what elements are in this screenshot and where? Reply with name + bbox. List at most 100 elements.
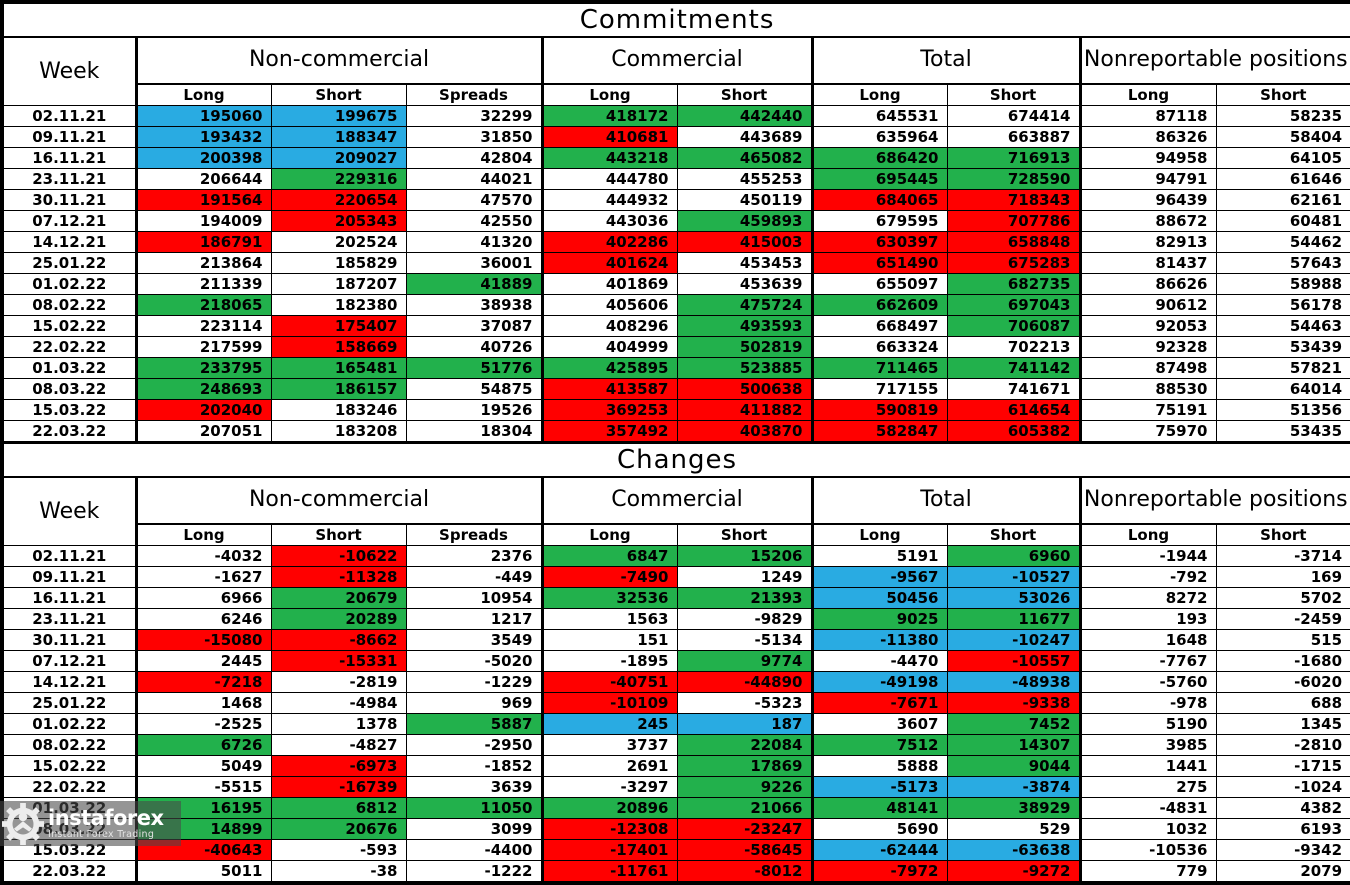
value-cell: 245 (540, 713, 678, 735)
table-row: 14.12.21 -7218 -2819 -1229 -40751 -44890 -4919… (1, 671, 1350, 693)
value-cell: 207051 (134, 420, 272, 443)
watermark-text: instaforex Instant Forex Trading (48, 807, 164, 840)
value-cell: 213864 (134, 252, 272, 274)
value-cell: 32536 (540, 587, 678, 609)
value-cell: 443036 (540, 210, 678, 232)
value-cell: -1715 (1215, 755, 1350, 777)
value-cell: 57643 (1215, 252, 1350, 274)
value-cell: 404999 (540, 336, 678, 358)
value-cell: 662609 (810, 294, 948, 316)
value-cell: 1563 (540, 608, 678, 630)
value-cell: 410681 (540, 126, 678, 148)
value-cell: 706087 (946, 315, 1081, 337)
value-cell: 20896 (540, 797, 678, 819)
value-cell: -9342 (1215, 839, 1350, 861)
section-title: Commitments (1, 0, 1350, 38)
value-cell: 38929 (946, 797, 1081, 819)
week-cell: 30.11.21 (1, 629, 137, 651)
value-cell: 186157 (270, 378, 407, 400)
value-cell: 6193 (1215, 818, 1350, 840)
value-cell: 275 (1078, 776, 1217, 798)
value-cell: 64105 (1215, 147, 1350, 169)
value-cell: 202040 (134, 399, 272, 421)
value-cell: 684065 (810, 189, 948, 211)
value-cell: 20289 (270, 608, 407, 630)
value-cell: 741142 (946, 357, 1081, 379)
value-cell: 582847 (810, 420, 948, 443)
value-cell: 3985 (1078, 734, 1217, 756)
value-cell: -2525 (134, 713, 272, 735)
value-cell: 248693 (134, 378, 272, 400)
column-header: Long (1078, 523, 1217, 546)
table-row: 16.11.21 6966 20679 10954 32536 21393 50456 530… (1, 587, 1350, 609)
group-header-row: Week Non-commercial Commercial Total Nonrepo… (1, 476, 1350, 546)
value-cell: -10536 (1078, 839, 1217, 861)
table-row: 15.03.22 -40643 -593 -4400 -17401 -58645 -6244… (1, 839, 1350, 861)
value-cell: 51356 (1215, 399, 1350, 421)
value-cell: 779 (1078, 860, 1217, 884)
value-cell: 56178 (1215, 294, 1350, 316)
value-cell: -10622 (270, 545, 407, 567)
value-cell: -8662 (270, 629, 407, 651)
week-column-header: Week (1, 476, 137, 546)
value-cell: 54462 (1215, 231, 1350, 253)
value-cell: 183208 (270, 420, 407, 443)
value-cell: 14307 (946, 734, 1081, 756)
week-cell: 23.11.21 (1, 608, 137, 630)
week-cell: 14.12.21 (1, 671, 137, 693)
value-cell: 465082 (676, 147, 813, 169)
value-cell: 194009 (134, 210, 272, 232)
value-cell: 1378 (270, 713, 407, 735)
week-cell: 16.11.21 (1, 587, 137, 609)
table-row: 01.03.2216195681211050208962106648141389… (1, 797, 1350, 819)
value-cell: 18304 (405, 420, 543, 443)
value-cell: 31850 (405, 126, 543, 148)
value-cell: 493593 (676, 315, 813, 337)
value-cell: 655097 (810, 273, 948, 295)
value-cell: 193 (1078, 608, 1217, 630)
value-cell: 6960 (946, 545, 1081, 567)
week-cell: 22.03.22 (1, 860, 137, 884)
table-row: 01.02.22 -2525 1378 5887 245 187 3607 7452 5190 1… (1, 713, 1350, 735)
value-cell: 5702 (1215, 587, 1350, 609)
value-cell: -62444 (810, 839, 948, 861)
value-cell: 60481 (1215, 210, 1350, 232)
value-cell: 645531 (810, 105, 948, 127)
value-cell: -17401 (540, 839, 678, 861)
table-row: 22.03.22 207051 183208 18304 357492 403870 582… (1, 420, 1350, 443)
value-cell: 6246 (134, 608, 272, 630)
value-cell: 1441 (1078, 755, 1217, 777)
value-cell: 2079 (1215, 860, 1350, 884)
value-cell: 9774 (676, 650, 813, 672)
value-cell: 187207 (270, 273, 407, 295)
value-cell: -2810 (1215, 734, 1350, 756)
value-cell: 695445 (810, 168, 948, 190)
value-cell: 81437 (1078, 252, 1217, 274)
table-row: 01.02.22 211339 187207 41889 401869 453639 655… (1, 273, 1350, 295)
value-cell: 718343 (946, 189, 1081, 211)
value-cell: 200398 (134, 147, 272, 169)
week-cell: 07.12.21 (1, 650, 137, 672)
value-cell: 702213 (946, 336, 1081, 358)
column-header: Short (946, 523, 1081, 546)
week-cell: 08.02.22 (1, 294, 137, 316)
value-cell: -9567 (810, 566, 948, 588)
value-cell: 220654 (270, 189, 407, 211)
value-cell: 697043 (946, 294, 1081, 316)
value-cell: -5323 (676, 692, 813, 714)
value-cell: 500638 (676, 378, 813, 400)
value-cell: -978 (1078, 692, 1217, 714)
value-cell: -5020 (405, 650, 543, 672)
value-cell: 9226 (676, 776, 813, 798)
week-cell: 25.01.22 (1, 252, 137, 274)
column-header: Short (1215, 83, 1350, 106)
value-cell: 590819 (810, 399, 948, 421)
column-header: Long (540, 523, 678, 546)
value-cell: -10247 (946, 629, 1081, 651)
watermark-tagline: Instant Forex Trading (48, 828, 155, 840)
value-cell: 605382 (946, 420, 1081, 443)
week-cell: 02.11.21 (1, 545, 137, 567)
value-cell: -11328 (270, 566, 407, 588)
table-row: 23.11.21 206644 229316 44021 444780 455253 695… (1, 168, 1350, 190)
